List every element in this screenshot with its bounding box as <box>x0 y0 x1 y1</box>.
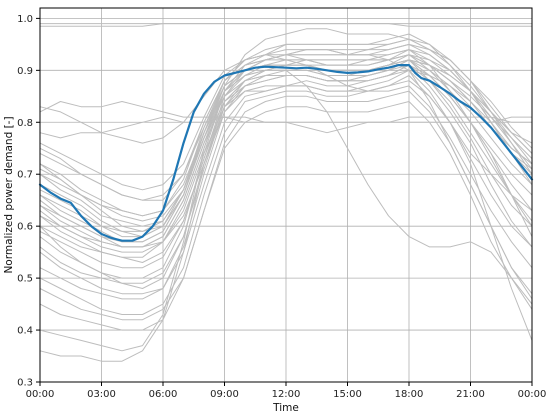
y-tick-label: 0.8 <box>17 118 33 129</box>
daily-profile-line <box>39 101 533 331</box>
x-tick-label: 09:00 <box>210 389 239 400</box>
y-tick-label: 0.3 <box>17 378 33 389</box>
mean-profile-line <box>38 63 534 242</box>
x-axis-ticks: 00:00 03:00 06:00 09:00 12:00 15:00 18:00 21:00… <box>26 382 547 400</box>
x-tick-label: 06:00 <box>149 389 178 400</box>
daily-profile-lines <box>39 23 533 362</box>
y-axis-label: Normalized power demand [-] <box>3 116 15 273</box>
x-tick-label: 12:00 <box>272 389 301 400</box>
daily-profile-line <box>39 69 533 352</box>
y-tick-label: 0.5 <box>17 274 33 285</box>
x-tick-label: 00:00 <box>518 389 547 400</box>
x-tick-label: 15:00 <box>333 389 362 400</box>
mean-profile-group <box>38 63 534 242</box>
daily-profile-line <box>39 85 533 315</box>
y-tick-label: 1.0 <box>17 14 33 25</box>
daily-profile-line <box>39 54 533 211</box>
y-axis-ticks: 0.3 0.4 0.5 0.6 0.7 0.8 0.9 1.0 <box>17 14 40 389</box>
y-tick-label: 0.4 <box>17 326 33 337</box>
daily-profile-line <box>39 116 532 139</box>
x-axis-label: Time <box>272 402 299 414</box>
daily-profile-line <box>39 54 533 300</box>
daily-profile-line <box>39 59 533 237</box>
y-tick-label: 0.9 <box>17 66 33 77</box>
y-tick-label: 0.6 <box>17 222 33 233</box>
daily-profile-line <box>40 23 532 27</box>
x-tick-label: 03:00 <box>87 389 116 400</box>
x-tick-label: 21:00 <box>456 389 485 400</box>
x-tick-label: 00:00 <box>26 389 55 400</box>
x-tick-label: 18:00 <box>395 389 424 400</box>
y-tick-label: 0.7 <box>17 170 33 181</box>
